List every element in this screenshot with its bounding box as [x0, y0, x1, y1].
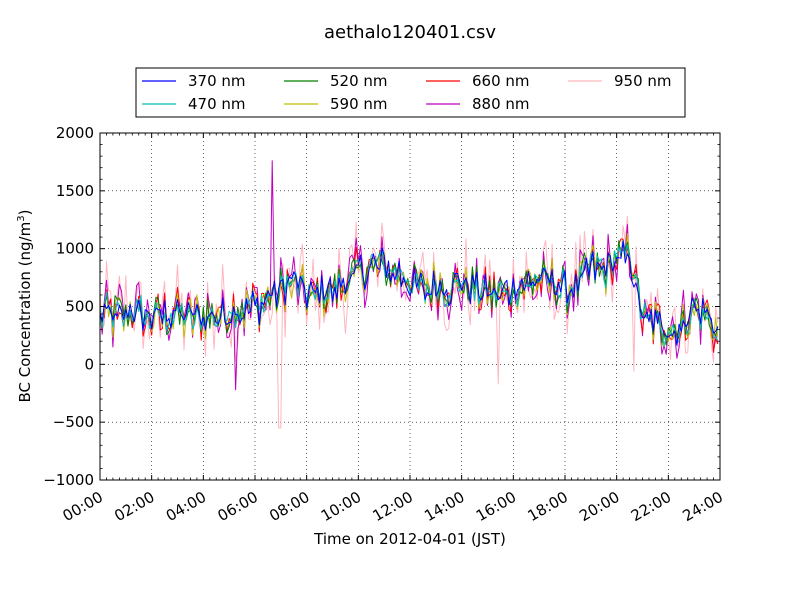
y-tick-label: 0	[84, 355, 94, 373]
y-axis-label-group: BC Concentration (ng/m3)	[16, 210, 34, 403]
legend-label: 370 nm	[188, 72, 246, 90]
legend-label: 660 nm	[472, 72, 530, 90]
x-axis-label: Time on 2012-04-01 (JST)	[313, 530, 506, 548]
legend: 370 nm 470 nm 520 nm 590 nm 660 nm 880 nm 950 …	[135, 67, 686, 118]
y-tick-label: 500	[65, 298, 94, 316]
chart-title: aethalo120401.csv	[324, 22, 496, 43]
legend-label: 470 nm	[188, 95, 246, 113]
legend-label: 590 nm	[330, 95, 388, 113]
y-axis-label-sup: 3	[16, 215, 27, 221]
legend-items: 370 nm 470 nm 520 nm 590 nm 660 nm 880 nm 950 …	[142, 72, 672, 113]
y-tick-label: −1000	[43, 471, 94, 489]
y-axis-label-close: )	[16, 210, 34, 216]
series-line	[99, 240, 719, 347]
legend-label: 950 nm	[614, 72, 672, 90]
legend-label: 880 nm	[472, 95, 530, 113]
y-tick-label: −500	[53, 413, 94, 431]
legend-label: 520 nm	[330, 72, 388, 90]
y-tick-label: 1500	[56, 182, 94, 200]
grid-lines	[100, 133, 720, 480]
y-tick-label: 1000	[56, 240, 94, 258]
series-layer	[99, 160, 719, 429]
y-axis-label: BC Concentration (ng/m3)	[16, 210, 34, 403]
y-axis-label-main: BC Concentration (ng/m	[16, 222, 34, 403]
axis-ticks	[99, 132, 721, 481]
legend-frame	[135, 67, 686, 118]
series-line	[99, 240, 719, 346]
y-tick-labels: −1000 −500 0 500 1000 1500 2000	[43, 124, 94, 489]
y-tick-label: 2000	[56, 124, 94, 142]
